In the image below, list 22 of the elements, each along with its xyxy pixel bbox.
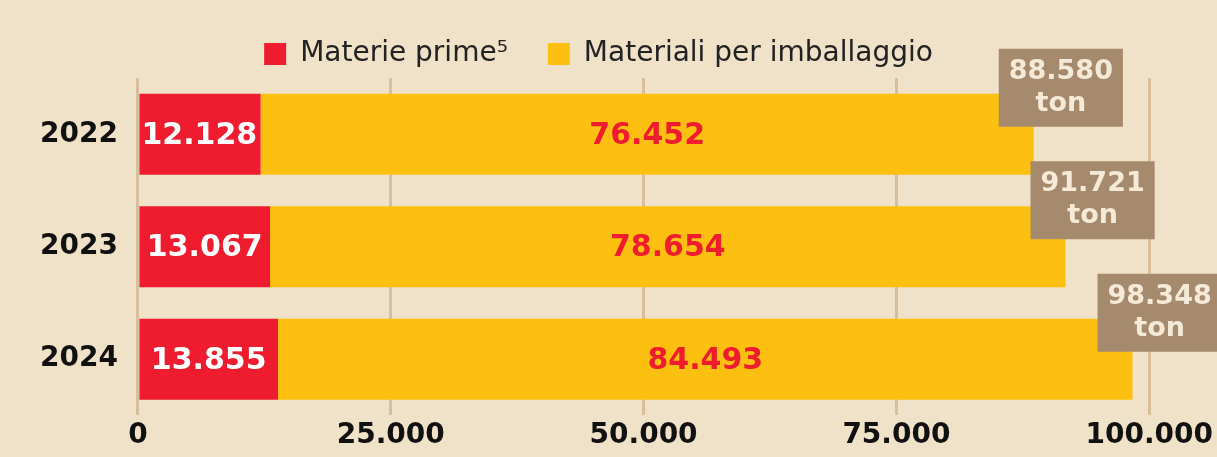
x-tick-label: 0: [128, 417, 148, 451]
data-label: 78.654: [609, 228, 726, 264]
total-label: 91.721 ton: [1040, 166, 1145, 230]
bar: [260, 93, 1034, 175]
x-tick-label: 50.000: [589, 417, 698, 451]
data-label: 13.855: [150, 340, 267, 376]
total-label: 88.580 ton: [1008, 53, 1113, 117]
total-label: 98.348 ton: [1107, 278, 1212, 342]
x-tick-label: 25.000: [336, 417, 445, 451]
bar: [278, 318, 1133, 400]
legend-label: Materie prime⁵: [300, 35, 508, 69]
data-label: 12.128: [141, 116, 258, 152]
x-tick-label: 100.000: [1085, 417, 1213, 451]
legend-label: Materiali per imballaggio: [583, 35, 933, 69]
y-tick-label: 2022: [39, 115, 118, 149]
data-label: 76.452: [589, 116, 706, 152]
data-label: 84.493: [647, 340, 764, 376]
data-label: 13.067: [146, 228, 263, 264]
bar: [270, 206, 1066, 288]
y-tick-label: 2023: [39, 227, 118, 261]
x-tick-label: 75.000: [842, 417, 951, 451]
y-tick-label: 2024: [39, 340, 118, 374]
